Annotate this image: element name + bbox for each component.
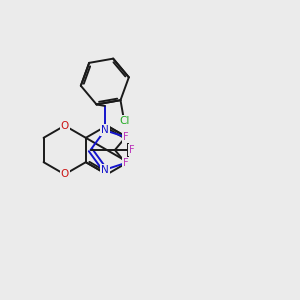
Text: F: F bbox=[129, 145, 135, 155]
Text: F: F bbox=[123, 132, 129, 142]
Text: F: F bbox=[123, 158, 129, 168]
Text: N: N bbox=[101, 125, 109, 135]
Text: Cl: Cl bbox=[119, 116, 129, 126]
Text: O: O bbox=[61, 169, 69, 179]
Text: O: O bbox=[61, 121, 69, 130]
Text: N: N bbox=[101, 165, 109, 175]
